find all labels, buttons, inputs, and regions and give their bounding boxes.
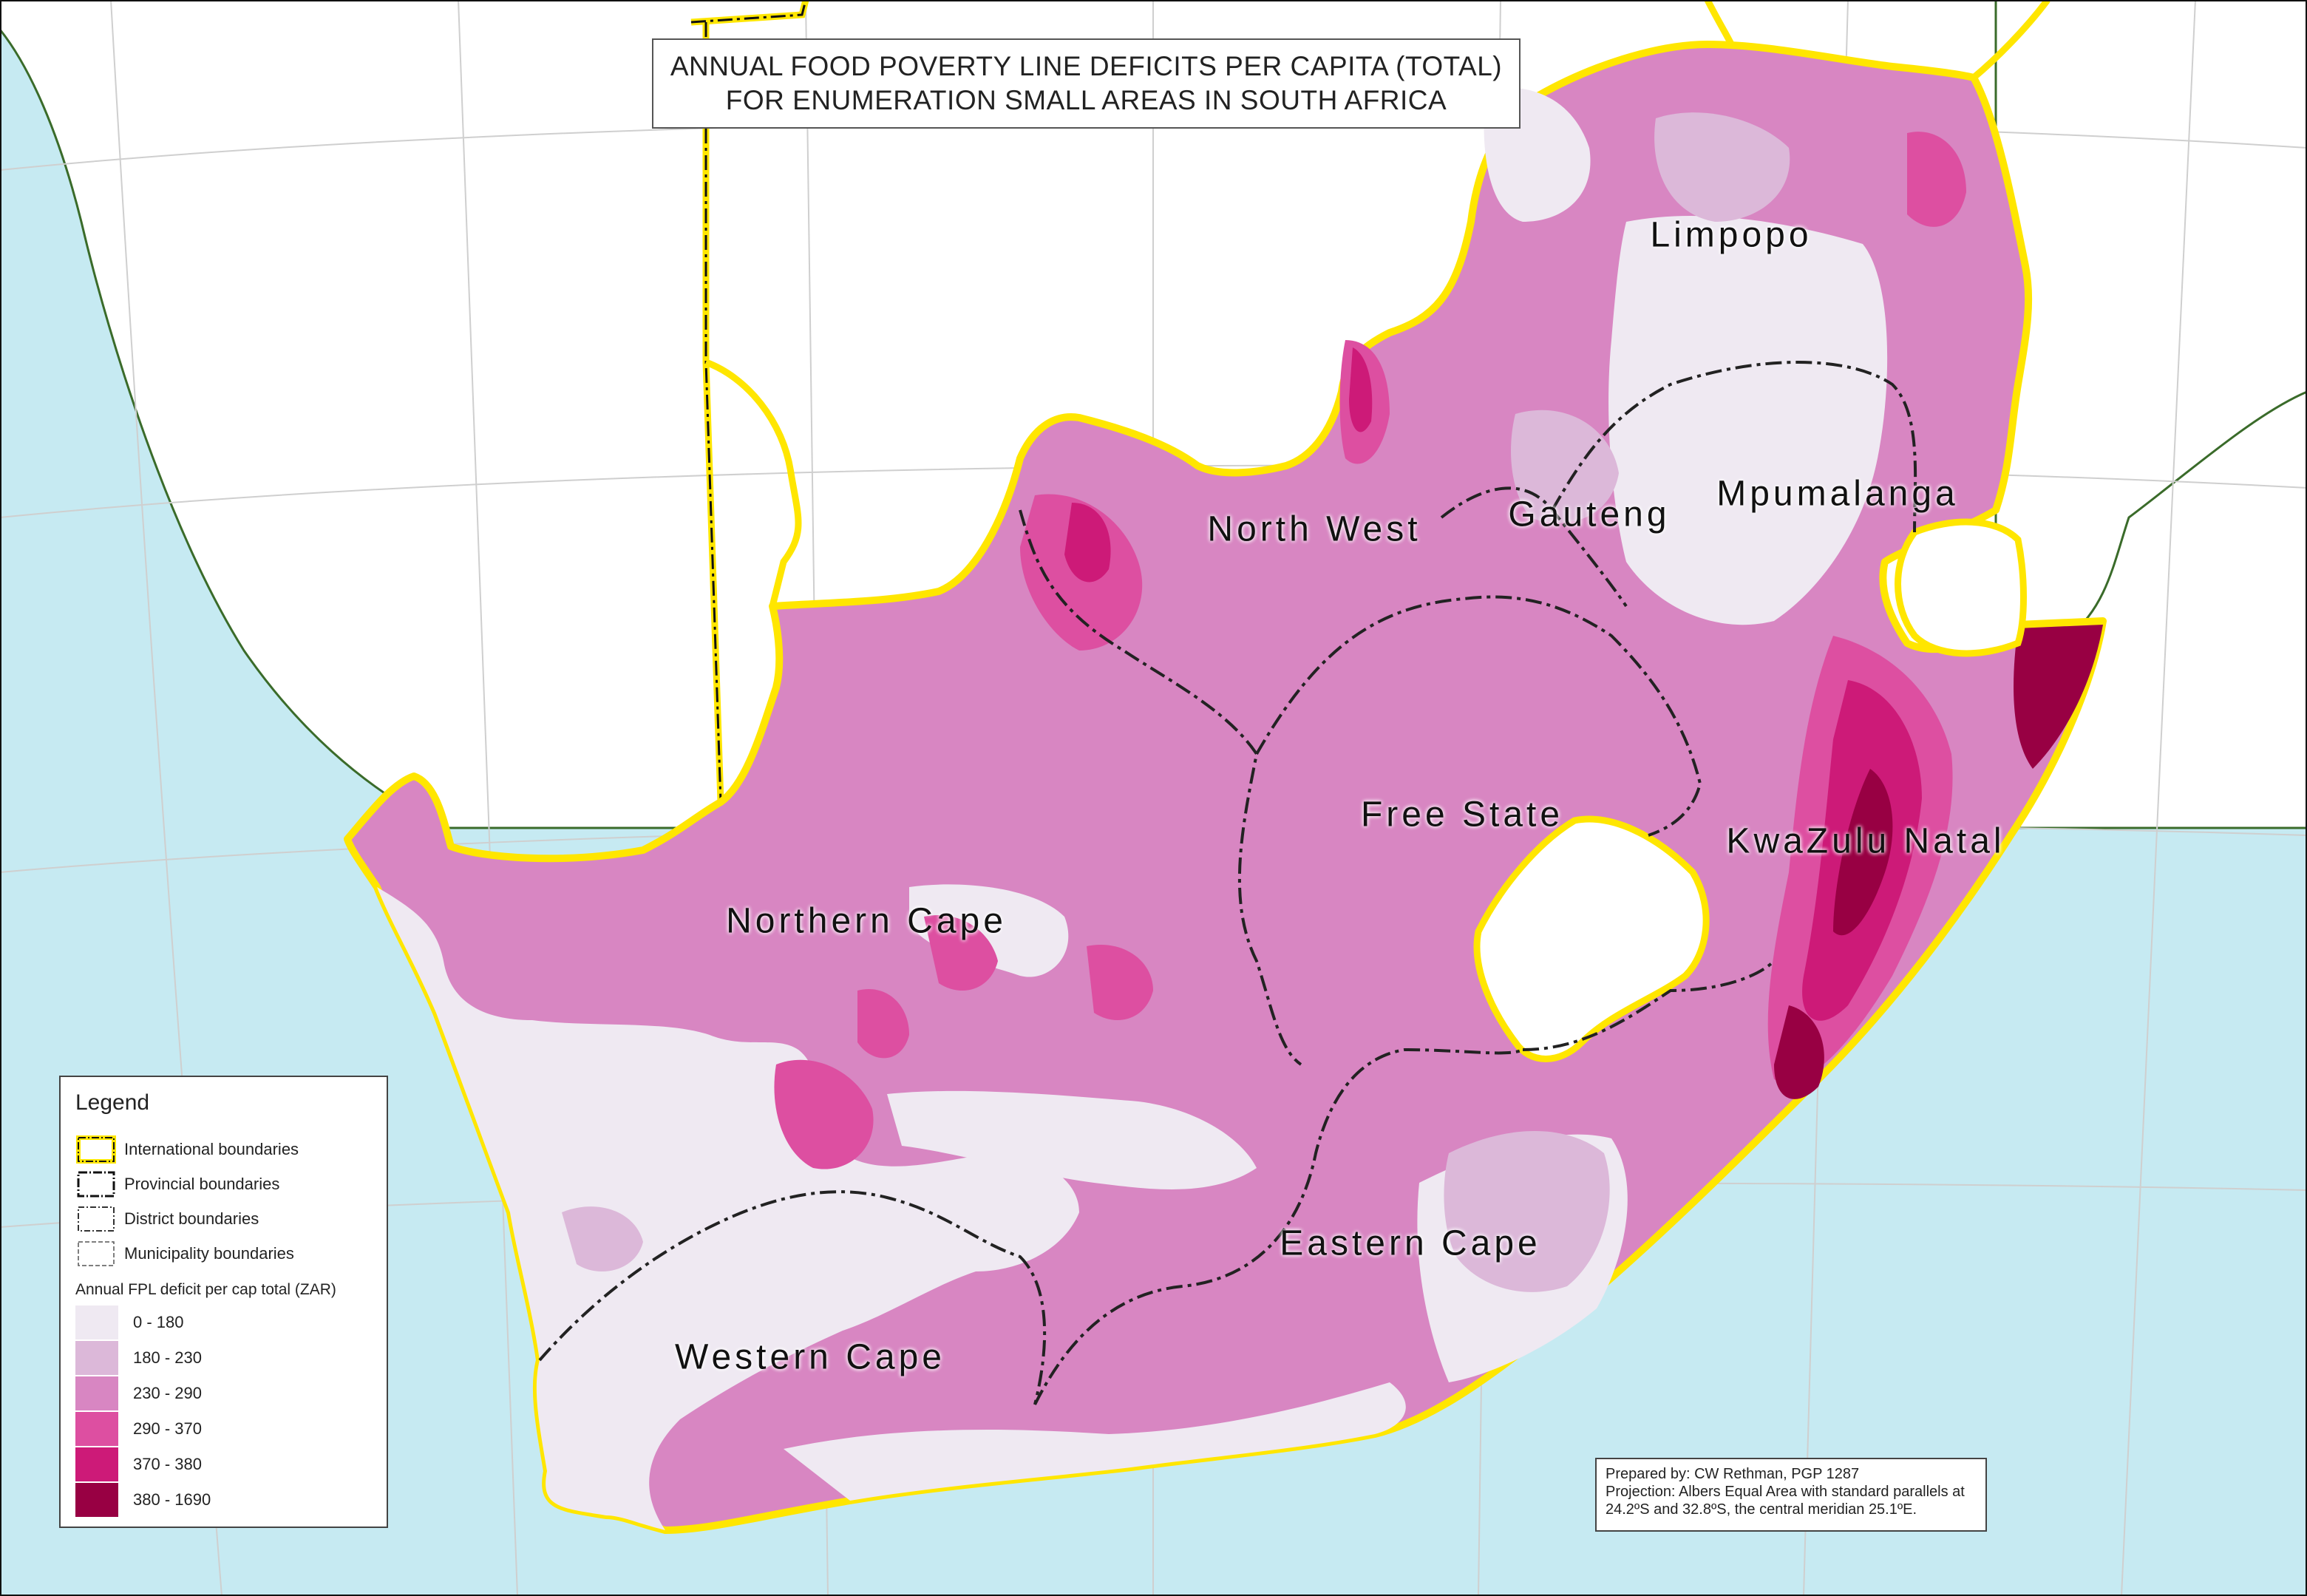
- region-180-230: [562, 1206, 643, 1271]
- province-label-limpopo: Limpopo: [1650, 215, 1812, 255]
- legend-swatch: [75, 1447, 118, 1481]
- credits-projection-2: 24.2ºS and 32.8ºS, the central meridian …: [1606, 1501, 1917, 1518]
- title-line-2: FOR ENUMERATION SMALL AREAS IN SOUTH AFR…: [725, 85, 1447, 115]
- legend-class-row: 370 - 380: [75, 1447, 372, 1482]
- legend-class-label: 230 - 290: [133, 1384, 202, 1402]
- legend-class-label: 290 - 370: [133, 1419, 202, 1438]
- lesotho: [1473, 815, 1710, 1062]
- legend-subtitle: Annual FPL deficit per cap total (ZAR): [75, 1281, 336, 1298]
- map-title: ANNUAL FOOD POVERTY LINE DEFICITS PER CA…: [652, 38, 1521, 129]
- legend-swatch: [75, 1376, 118, 1410]
- legend-swatch: [75, 1305, 118, 1339]
- credits-box: Prepared by: CW Rethman, PGP 1287 Projec…: [1595, 1458, 1987, 1532]
- province-label-north-west: North West: [1207, 509, 1421, 549]
- region-0-180: [909, 884, 1069, 977]
- legend-class-row: 0 - 180: [75, 1305, 372, 1340]
- legend-boundary-label: Municipality boundaries: [124, 1243, 294, 1263]
- legend-swatch: [75, 1341, 118, 1375]
- region-180-230: [1654, 112, 1790, 222]
- legend-title: Legend: [75, 1090, 150, 1115]
- region-370-380: [1349, 347, 1373, 432]
- region-290-370: [774, 1059, 874, 1169]
- international-boundary-symbol: [75, 1135, 117, 1164]
- legend-class-label: 0 - 180: [133, 1313, 184, 1331]
- legend-swatch: [75, 1412, 118, 1446]
- legend-boundary-label: Provincial boundaries: [124, 1174, 280, 1193]
- region-380-1690: [2014, 625, 2103, 769]
- municipality-boundary-symbol: [75, 1239, 117, 1269]
- region-0-180: [784, 1382, 1406, 1501]
- province-label-mpumalanga: Mpumalanga: [1716, 474, 1959, 514]
- legend-swatch: [75, 1483, 118, 1517]
- legend-boundary-label: International boundaries: [124, 1139, 299, 1158]
- region-290-370: [1907, 132, 1966, 227]
- region-180-230: [1444, 1131, 1610, 1292]
- province-label-kwazulu-natal: KwaZulu Natal: [1726, 821, 2005, 861]
- legend-class-label: 180 - 230: [133, 1348, 202, 1367]
- legend-class-row: 290 - 370: [75, 1411, 372, 1447]
- legend-class-row: 180 - 230: [75, 1340, 372, 1376]
- region-180-230: [1511, 410, 1619, 523]
- legend-boundary-row: Municipality boundaries: [75, 1236, 372, 1271]
- region-380-1690: [1774, 1005, 1824, 1099]
- border-botswana-lobe: [704, 359, 802, 608]
- legend-class-row: 380 - 1690: [75, 1482, 372, 1518]
- region-290-370: [1087, 945, 1153, 1020]
- region-370-380: [1064, 503, 1111, 583]
- legend-boundary-row: District boundaries: [75, 1201, 372, 1236]
- region-290-370: [857, 989, 909, 1059]
- region-0-180: [887, 1090, 1257, 1189]
- legend-class-label: 370 - 380: [133, 1455, 202, 1473]
- swaziland: [1895, 518, 2027, 657]
- region-380-1690: [1833, 769, 1893, 936]
- legend-class-label: 380 - 1690: [133, 1490, 211, 1509]
- province-label-free-state: Free State: [1360, 795, 1564, 835]
- provincial-boundary-symbol: [75, 1169, 117, 1199]
- province-label-northern-cape: Northern Cape: [726, 901, 1007, 941]
- legend-boundary-row: International boundaries: [75, 1132, 372, 1167]
- region-0-180: [377, 887, 1079, 1530]
- province-label-eastern-cape: Eastern Cape: [1280, 1223, 1541, 1263]
- legend-class-row: 230 - 290: [75, 1376, 372, 1411]
- legend-boundary-label: District boundaries: [124, 1209, 259, 1228]
- title-line-1: ANNUAL FOOD POVERTY LINE DEFICITS PER CA…: [670, 51, 1503, 81]
- region-0-180: [1608, 215, 1888, 625]
- credits-author: Prepared by: CW Rethman, PGP 1287: [1606, 1466, 1860, 1482]
- province-label-gauteng: Gauteng: [1508, 495, 1671, 534]
- provincial-boundaries: [538, 361, 1917, 1405]
- district-boundary-symbol: [75, 1204, 117, 1234]
- legend: Legend International boundaries Provinci…: [59, 1076, 388, 1528]
- province-label-western-cape: Western Cape: [675, 1337, 945, 1377]
- region-290-370: [924, 915, 998, 991]
- credits-projection-1: Projection: Albers Equal Area with stand…: [1606, 1484, 1965, 1500]
- legend-boundary-row: Provincial boundaries: [75, 1167, 372, 1201]
